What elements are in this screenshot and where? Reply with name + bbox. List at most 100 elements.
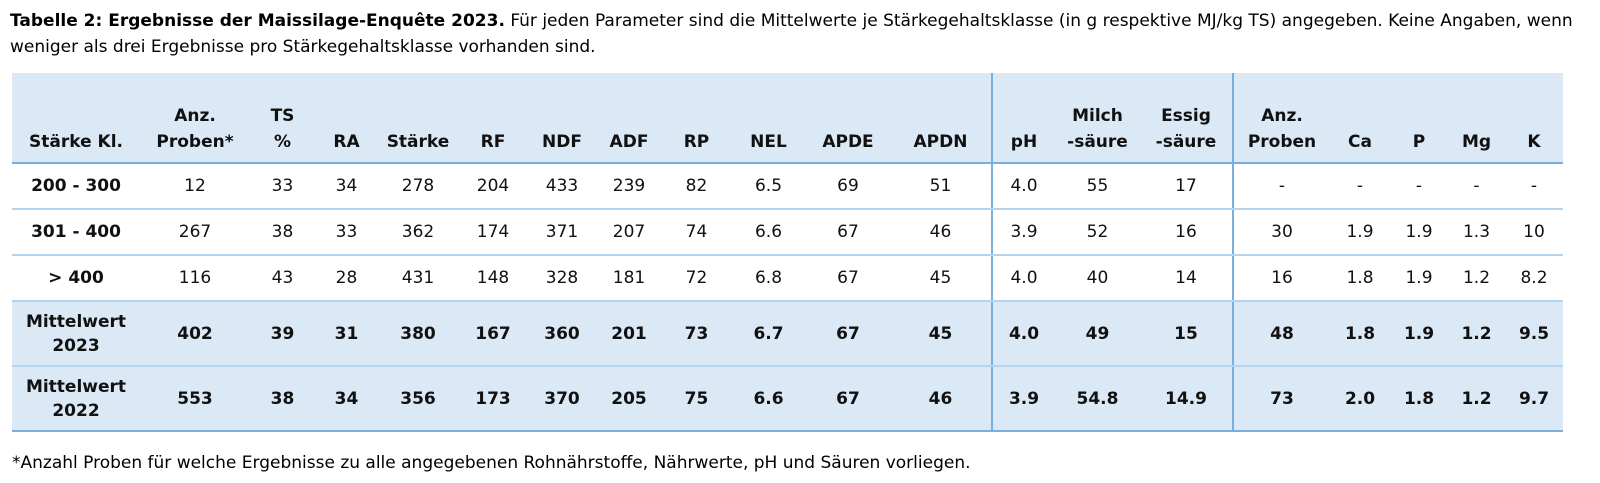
row-label-mittelwert-2023: Mittelwert 2023: [12, 301, 140, 367]
cell-301-400-anz-proben-2: 30: [1232, 209, 1330, 256]
table-row-mittelwert-2023: Mittelwert 2023 402 39 31 380 167 360 201 73 6.7 6…: [12, 301, 1563, 367]
cell-301-400-ndf: 371: [528, 209, 596, 256]
cell-200-300-ndf: 433: [528, 163, 596, 210]
cell-mittelwert-2022-anz-proben-2: 73: [1232, 366, 1330, 432]
cell-gt-400-staerke: 431: [378, 255, 458, 302]
caption-description: Für jeden Parameter sind die Mittelwerte…: [10, 11, 1573, 57]
column-header-staerke: Stärke: [378, 73, 458, 164]
cell-mittelwert-2022-ndf: 370: [528, 366, 596, 432]
cell-301-400-p: 1.9: [1390, 209, 1448, 256]
cell-301-400-apde: 67: [806, 209, 890, 256]
table-row-200-300: 200 - 300 12 33 34 278 204 433 239 82 6.5 69 51 4.0 5…: [12, 163, 1563, 210]
cell-mittelwert-2023-milchsaeure: 49: [1055, 301, 1140, 367]
cell-200-300-milchsaeure: 55: [1055, 163, 1140, 210]
cell-mittelwert-2023-nel: 6.7: [731, 301, 806, 367]
cell-gt-400-essigsaeure: 14: [1140, 255, 1233, 302]
cell-mittelwert-2023-p: 1.9: [1390, 301, 1448, 367]
cell-mittelwert-2022-rf: 173: [458, 366, 528, 432]
cell-gt-400-ts-prozent: 43: [250, 255, 315, 302]
row-label-gt-400: > 400: [12, 255, 140, 302]
column-header-ndf: NDF: [528, 73, 596, 164]
cell-mittelwert-2023-ph: 4.0: [991, 301, 1055, 367]
table-row-gt-400: > 400 116 43 28 431 148 328 181 72 6.8 67 45 4.0 40 14…: [12, 255, 1563, 302]
cell-mittelwert-2023-anz-proben-2: 48: [1232, 301, 1330, 367]
cell-200-300-adf: 239: [596, 163, 662, 210]
cell-200-300-k: -: [1505, 163, 1563, 210]
cell-gt-400-mg: 1.2: [1448, 255, 1505, 302]
cell-200-300-rp: 82: [662, 163, 731, 210]
row-label-200-300: 200 - 300: [12, 163, 140, 210]
column-header-milchsaeure: Milch -säure: [1055, 73, 1140, 164]
cell-gt-400-ph: 4.0: [991, 255, 1055, 302]
cell-200-300-anz-proben-2: -: [1232, 163, 1330, 210]
row-label-mittelwert-2022: Mittelwert 2022: [12, 366, 140, 432]
cell-gt-400-milchsaeure: 40: [1055, 255, 1140, 302]
cell-gt-400-p: 1.9: [1390, 255, 1448, 302]
cell-301-400-adf: 207: [596, 209, 662, 256]
cell-mittelwert-2023-adf: 201: [596, 301, 662, 367]
column-header-essigsaeure: Essig -säure: [1140, 73, 1233, 164]
cell-mittelwert-2022-ph: 3.9: [991, 366, 1055, 432]
cell-301-400-anz-proben: 267: [140, 209, 250, 256]
cell-mittelwert-2023-ndf: 360: [528, 301, 596, 367]
maissilage-results-table: Stärke Kl. Anz. Proben* TS% RA Stärke RF NDF ADF…: [12, 73, 1563, 432]
cell-mittelwert-2023-ra: 31: [315, 301, 378, 367]
column-header-ca: Ca: [1330, 73, 1390, 164]
cell-mittelwert-2023-ts-prozent: 39: [250, 301, 315, 367]
cell-301-400-ts-prozent: 38: [250, 209, 315, 256]
cell-200-300-ra: 34: [315, 163, 378, 210]
cell-mittelwert-2022-k: 9.7: [1505, 366, 1563, 432]
cell-200-300-mg: -: [1448, 163, 1505, 210]
header-row: Stärke Kl. Anz. Proben* TS% RA Stärke RF NDF ADF…: [12, 73, 1563, 164]
cell-mittelwert-2022-staerke: 356: [378, 366, 458, 432]
cell-gt-400-k: 8.2: [1505, 255, 1563, 302]
cell-200-300-essigsaeure: 17: [1140, 163, 1233, 210]
cell-gt-400-ra: 28: [315, 255, 378, 302]
cell-301-400-milchsaeure: 52: [1055, 209, 1140, 256]
cell-301-400-rp: 74: [662, 209, 731, 256]
column-header-rp: RP: [662, 73, 731, 164]
column-header-p: P: [1390, 73, 1448, 164]
cell-gt-400-apde: 67: [806, 255, 890, 302]
column-header-anz-proben: Anz. Proben*: [140, 73, 250, 164]
cell-gt-400-apdn: 45: [890, 255, 992, 302]
cell-mittelwert-2022-adf: 205: [596, 366, 662, 432]
column-header-ts-prozent: TS%: [250, 73, 315, 164]
cell-mittelwert-2023-anz-proben: 402: [140, 301, 250, 367]
caption-title: Tabelle 2: Ergebnisse der Maissilage-Enq…: [10, 11, 505, 31]
column-header-apde: APDE: [806, 73, 890, 164]
cell-mittelwert-2022-p: 1.8: [1390, 366, 1448, 432]
cell-mittelwert-2022-apdn: 46: [890, 366, 992, 432]
cell-gt-400-anz-proben: 116: [140, 255, 250, 302]
cell-mittelwert-2023-mg: 1.2: [1448, 301, 1505, 367]
cell-gt-400-ndf: 328: [528, 255, 596, 302]
column-header-k: K: [1505, 73, 1563, 164]
cell-301-400-apdn: 46: [890, 209, 992, 256]
column-header-apdn: APDN: [890, 73, 992, 164]
cell-200-300-ca: -: [1330, 163, 1390, 210]
column-header-staerke-kl: Stärke Kl.: [12, 73, 140, 164]
cell-mittelwert-2023-essigsaeure: 15: [1140, 301, 1233, 367]
column-header-anz-proben-2: Anz. Proben: [1232, 73, 1330, 164]
table-caption: Tabelle 2: Ergebnisse der Maissilage-Enq…: [10, 8, 1580, 60]
cell-200-300-anz-proben: 12: [140, 163, 250, 210]
cell-200-300-ts-prozent: 33: [250, 163, 315, 210]
cell-gt-400-anz-proben-2: 16: [1232, 255, 1330, 302]
cell-mittelwert-2022-rp: 75: [662, 366, 731, 432]
cell-gt-400-ca: 1.8: [1330, 255, 1390, 302]
cell-mittelwert-2022-ra: 34: [315, 366, 378, 432]
cell-gt-400-rp: 72: [662, 255, 731, 302]
cell-301-400-ra: 33: [315, 209, 378, 256]
column-header-nel: NEL: [731, 73, 806, 164]
cell-gt-400-nel: 6.8: [731, 255, 806, 302]
cell-301-400-mg: 1.3: [1448, 209, 1505, 256]
column-header-ra: RA: [315, 73, 378, 164]
cell-mittelwert-2022-milchsaeure: 54.8: [1055, 366, 1140, 432]
cell-mittelwert-2023-k: 9.5: [1505, 301, 1563, 367]
cell-200-300-apdn: 51: [890, 163, 992, 210]
cell-200-300-staerke: 278: [378, 163, 458, 210]
cell-301-400-ph: 3.9: [991, 209, 1055, 256]
footnote: *Anzahl Proben für welche Ergebnisse zu …: [12, 453, 971, 473]
column-header-mg: Mg: [1448, 73, 1505, 164]
